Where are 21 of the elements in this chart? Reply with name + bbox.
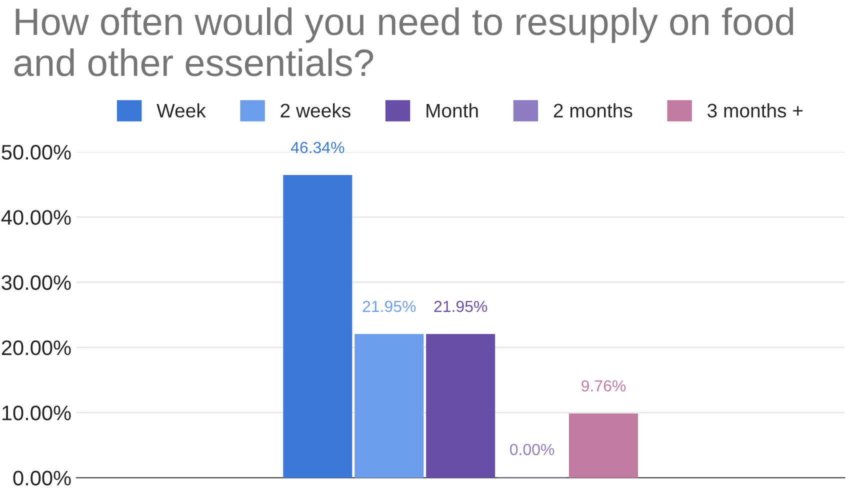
data-label: 21.95% (362, 300, 416, 312)
chart-title: How often would you need to resupply on food and other essentials? (14, 7, 794, 76)
bar (283, 175, 352, 478)
legend-label: 2 weeks (280, 103, 350, 118)
y-tick-label: 40.00% (1, 210, 71, 225)
y-tick-label: 20.00% (2, 340, 71, 356)
bar (426, 334, 496, 478)
legend-label: Month (426, 103, 478, 118)
data-label: 21.95% (434, 300, 488, 312)
legend-label: 2 months (554, 103, 632, 118)
data-label: 0.00% (510, 444, 554, 456)
y-tick-label: 0.00% (13, 470, 71, 486)
legend-label: Week (156, 103, 206, 118)
data-label: 46.34% (290, 142, 344, 154)
bar (354, 334, 424, 478)
y-tick-label: 50.00% (2, 144, 71, 160)
y-tick-label: 10.00% (2, 406, 71, 420)
legend-label: 3 months + (708, 103, 803, 118)
bar (568, 413, 638, 478)
y-tick-label: 30.00% (2, 275, 71, 290)
data-label: 9.76% (582, 380, 626, 392)
